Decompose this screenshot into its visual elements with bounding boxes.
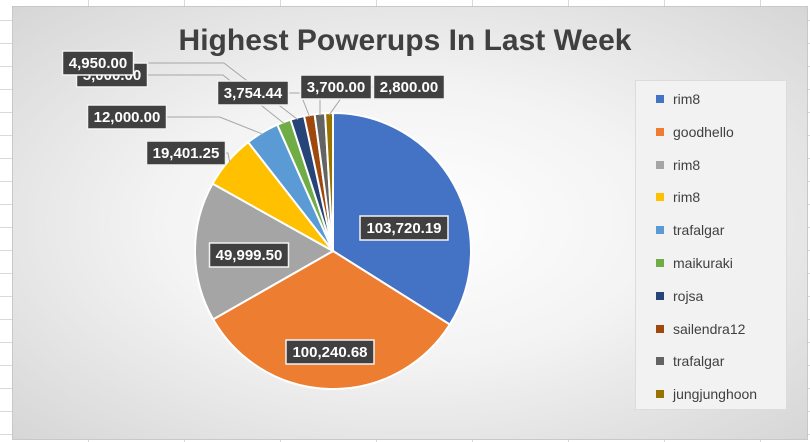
data-label-text: 2,800.00 (380, 79, 438, 96)
legend-item[interactable]: goodhello (656, 122, 734, 142)
data-label-box (208, 242, 290, 268)
legend-swatch (656, 193, 664, 202)
leader-line (225, 152, 231, 163)
data-label[interactable]: 103,720.19 (359, 215, 449, 241)
legend-label: rim8 (673, 91, 701, 107)
leader-line (166, 116, 264, 135)
pie-slice[interactable] (324, 111, 334, 252)
legend-swatch (656, 259, 664, 267)
legend-label: maikuraki (673, 255, 733, 271)
legend-label: jungjunghoon (673, 386, 758, 403)
legend-swatch (656, 95, 664, 103)
data-label-box (359, 215, 449, 241)
chart-legend[interactable]: rim8 goodhello rim8 rim8 trafalgar maikuraki r… (635, 80, 787, 410)
data-label-text: 103,720.19 (366, 220, 441, 237)
data-label-text: 4,950.00 (69, 55, 127, 72)
legend-swatch (656, 357, 664, 366)
legend-label: rojsa (673, 287, 704, 304)
legend-swatch (656, 127, 664, 136)
data-label-box (61, 50, 135, 76)
data-label-text: 100,240.68 (292, 344, 367, 361)
legend-item[interactable]: jungjunghoon (656, 384, 757, 404)
legend-swatch (656, 291, 664, 300)
data-label-text: 49,999.50 (216, 247, 283, 264)
legend-item[interactable]: rim8 (656, 89, 700, 109)
data-label[interactable]: 100,240.68 (285, 339, 375, 365)
legend-label: sailendra12 (673, 320, 746, 337)
legend-item[interactable]: maikuraki (656, 253, 733, 273)
data-label-text: 3,754.44 (224, 85, 283, 102)
legend-item[interactable]: rojsa (656, 286, 703, 306)
legend-label: trafalgar (673, 222, 725, 239)
data-label-box (86, 104, 168, 130)
legend-item[interactable]: rim8 (656, 155, 700, 175)
legend-label: rim8 (673, 156, 701, 173)
data-label-box (216, 80, 290, 106)
legend-swatch (656, 160, 664, 169)
data-label[interactable]: 3,754.44 (216, 80, 290, 106)
data-label-text: 3,700.00 (307, 79, 365, 96)
leader-line (147, 74, 285, 125)
legend-item[interactable]: rim8 (656, 187, 700, 207)
legend-swatch (656, 324, 664, 333)
legend-label: goodhello (673, 123, 734, 140)
data-label-box (285, 339, 375, 365)
data-label[interactable]: 19,401.25 (145, 140, 227, 166)
legend-label: rim8 (673, 189, 701, 206)
chart-title: Highest Powerups In Last Week (178, 24, 632, 57)
data-labels: 103,720.19 100,240.68 49,999.50 19,401.25 12… (61, 50, 449, 365)
data-label[interactable]: 12,000.00 (86, 104, 168, 130)
legend-swatch (656, 390, 664, 399)
data-label[interactable]: 2,800.00 (372, 74, 446, 100)
data-label-text: 12,000.00 (94, 109, 161, 126)
legend-item[interactable]: sailendra12 (656, 319, 745, 339)
data-label[interactable]: 3,700.00 (299, 74, 373, 100)
pie-slice[interactable] (211, 249, 452, 390)
data-label[interactable]: 4,950.00 (61, 50, 135, 76)
data-label-box (145, 140, 227, 166)
legend-swatch (656, 226, 664, 235)
legend-item[interactable]: trafalgar (656, 351, 724, 371)
legend-label: trafalgar (673, 353, 725, 370)
data-label-text: 19,401.25 (153, 145, 220, 162)
data-label[interactable]: 49,999.50 (208, 242, 290, 268)
data-label-box (299, 74, 373, 100)
legend-item[interactable]: trafalgar (656, 220, 724, 240)
data-label-box (372, 74, 446, 100)
